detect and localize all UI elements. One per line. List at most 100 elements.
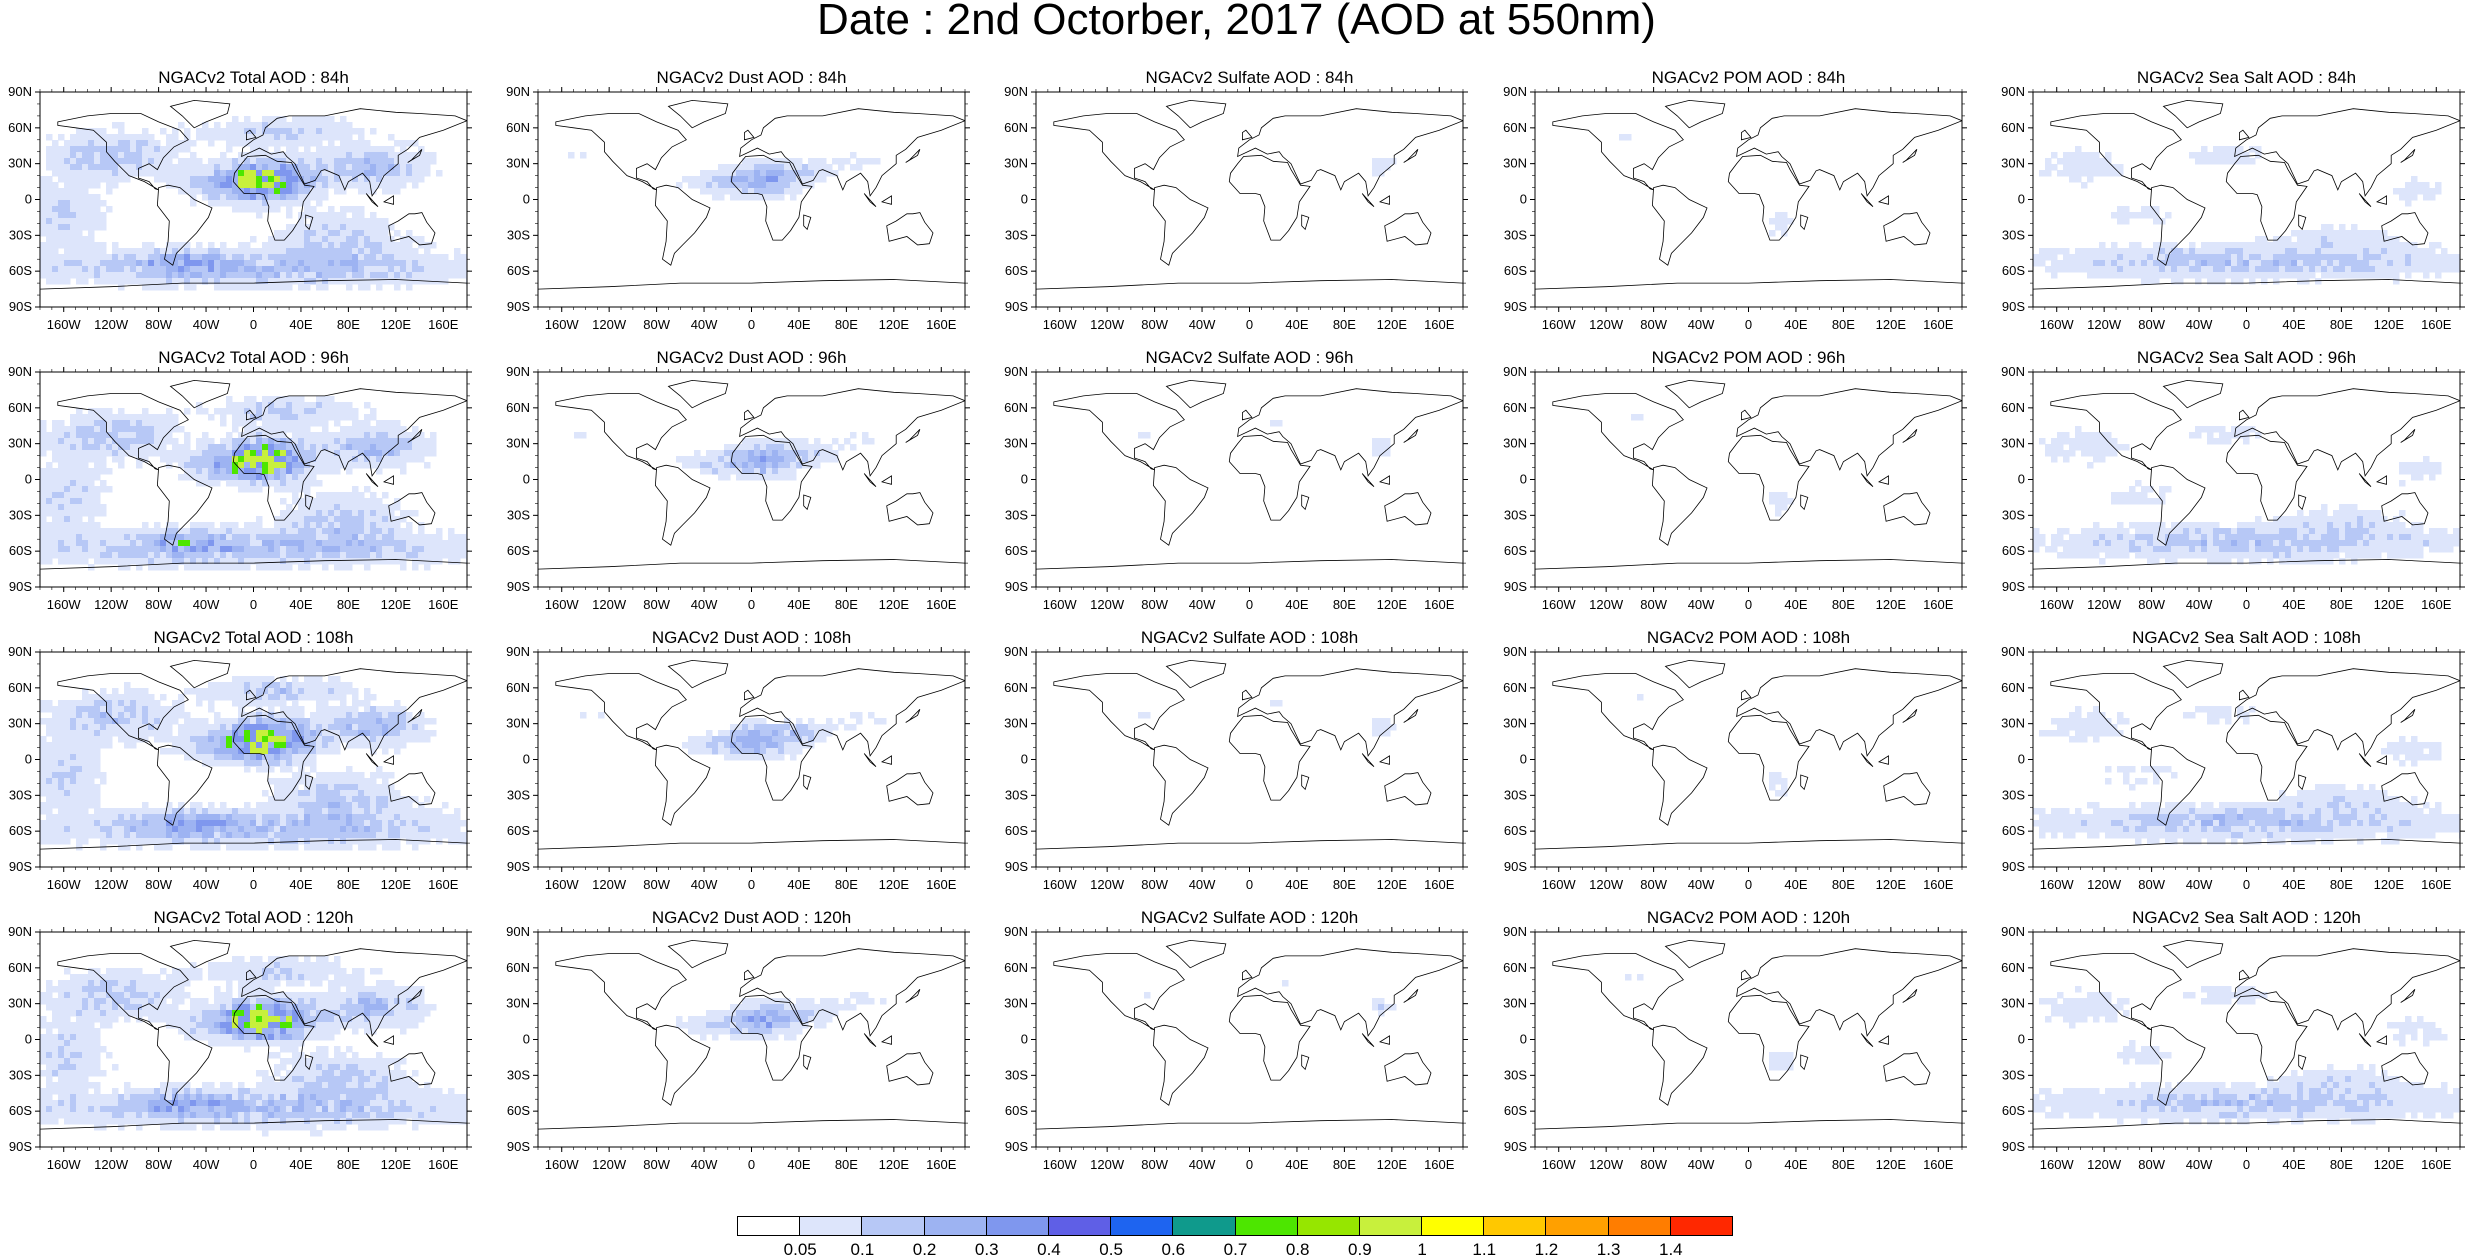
lat-tick-label: 90N: [506, 84, 530, 99]
lon-tick-label: 80W: [1640, 317, 1667, 332]
world-map: 90N 60N 30N 0 30S 60S 90S 160W 120W 80W 40W 0 40E 80E…: [1004, 644, 1468, 892]
coastlines: [2033, 379, 2460, 570]
lat-tick-label: 60N: [8, 680, 32, 695]
lat-tick-label: 30S: [2002, 507, 2025, 522]
lon-tick-label: 80E: [1333, 877, 1356, 892]
colorbar-swatch: [1545, 1216, 1609, 1236]
aerosol-field: [2033, 986, 2460, 1125]
lon-tick-label: 80W: [2138, 1157, 2165, 1172]
lat-tick-label: 30S: [1005, 787, 1028, 802]
map-background: [1036, 932, 1463, 1147]
lat-tick-label: 30S: [507, 227, 530, 242]
panel-title: NGACv2 Sulfate AOD : 120h: [1140, 908, 1359, 927]
lat-tick-label: 0: [1520, 192, 1527, 207]
lon-tick-label: 40E: [289, 877, 312, 892]
colorbar-swatch: [1047, 1216, 1112, 1236]
lon-tick-label: 40E: [1285, 1157, 1308, 1172]
lon-tick-label: 120W: [1589, 317, 1624, 332]
lat-tick-label: 90S: [9, 859, 32, 874]
lat-tick-label: 90N: [8, 84, 32, 99]
lat-tick-label: 90S: [1005, 859, 1028, 874]
lat-tick-label: 30N: [1503, 996, 1527, 1011]
lon-tick-label: 120E: [879, 877, 910, 892]
lon-tick-label: 80E: [1832, 877, 1855, 892]
lat-tick-label: 60N: [506, 680, 530, 695]
lon-tick-label: 120W: [592, 877, 627, 892]
lat-tick-label: 90N: [1503, 644, 1527, 659]
lon-tick-label: 80W: [643, 1157, 670, 1172]
lat-tick-label: 0: [1520, 752, 1527, 767]
lat-tick-label: 60N: [1503, 120, 1527, 135]
lon-tick-label: 0: [1246, 597, 1253, 612]
panel-title: NGACv2 Total AOD : 108h: [153, 628, 354, 647]
lat-tick-label: 30N: [2001, 716, 2025, 731]
lat-tick-label: 90S: [9, 579, 32, 594]
lat-tick-label: 60N: [1503, 960, 1527, 975]
lon-tick-label: 80W: [145, 877, 172, 892]
lon-tick-label: 80E: [835, 317, 858, 332]
lon-tick-label: 160E: [926, 597, 957, 612]
aerosol-field: [580, 712, 887, 761]
world-map: 90N 60N 30N 0 30S 60S 90S 160W 120W 80W 40W 0 40E 80E…: [506, 84, 970, 332]
lon-tick-label: 0: [1745, 597, 1752, 612]
lat-tick-label: 60S: [1005, 543, 1028, 558]
lat-tick-label: 60N: [2001, 400, 2025, 415]
lat-tick-label: 60S: [507, 263, 530, 278]
lon-tick-label: 40W: [193, 317, 220, 332]
colorbar-label: 1.1: [1472, 1240, 1497, 1259]
lon-tick-label: 120E: [879, 1157, 910, 1172]
panel-title: NGACv2 Dust AOD : 108h: [651, 628, 852, 647]
map-background: [1535, 92, 1962, 307]
lon-tick-label: 160W: [2040, 1157, 2075, 1172]
lon-tick-label: 80W: [643, 597, 670, 612]
lat-tick-label: 60S: [2002, 1103, 2025, 1118]
world-map: 90N 60N 30N 0 30S 60S 90S 160W 120W 80W 40W 0 40E 80E…: [1004, 84, 1468, 332]
lon-tick-label: 0: [1745, 317, 1752, 332]
lon-tick-label: 0: [2243, 877, 2250, 892]
colorbar-swatch: [1669, 1216, 1733, 1236]
lat-tick-label: 90S: [2002, 1139, 2025, 1154]
coastlines: [1535, 379, 1962, 570]
lat-tick-label: 0: [2018, 1032, 2025, 1047]
lat-tick-label: 30S: [2002, 787, 2025, 802]
panel-title: NGACv2 Sea Salt AOD : 120h: [2132, 908, 2361, 927]
lon-tick-label: 160E: [428, 1157, 459, 1172]
colorbar-label: 0.6: [1161, 1240, 1186, 1259]
map-background: [1535, 932, 1962, 1147]
lon-tick-label: 40E: [2282, 1157, 2305, 1172]
coastlines: [40, 99, 467, 290]
coastlines: [40, 659, 467, 850]
lat-tick-label: 30S: [1504, 1067, 1527, 1082]
lat-tick-label: 0: [25, 472, 32, 487]
colorbar-label: 1: [1417, 1240, 1427, 1259]
map-panel: NGACv2 Dust AOD : 120h 90N 60N 30N 0 30S 60S 90…: [498, 908, 1005, 1193]
lon-tick-label: 160W: [2040, 317, 2075, 332]
lat-tick-label: 90S: [1504, 1139, 1527, 1154]
colorbar-swatch: [1607, 1216, 1671, 1236]
lon-tick-label: 80E: [2330, 877, 2353, 892]
aerosol-field: [2033, 146, 2460, 285]
lon-tick-label: 160E: [1923, 317, 1954, 332]
map-panel: NGACv2 Total AOD : 96h 90N 60N 30N 0 30S 60S 90…: [0, 348, 507, 633]
map-panel: NGACv2 POM AOD : 96h 90N 60N 30N 0 30S 60S 90S 1…: [1495, 348, 2002, 633]
lon-tick-label: 80W: [1141, 317, 1168, 332]
lon-tick-label: 160E: [2421, 317, 2452, 332]
lat-tick-label: 0: [523, 472, 530, 487]
lat-tick-label: 60N: [506, 960, 530, 975]
coastlines: [538, 99, 965, 290]
panel-title: NGACv2 Total AOD : 96h: [158, 348, 349, 367]
lon-tick-label: 40W: [2186, 597, 2213, 612]
map-panel: NGACv2 Dust AOD : 96h 90N 60N 30N 0 30S 60S 90S…: [498, 348, 1005, 633]
lon-tick-label: 0: [1246, 877, 1253, 892]
lat-tick-label: 60S: [1005, 263, 1028, 278]
lon-tick-label: 80E: [337, 877, 360, 892]
colorbar-swatch: [1483, 1216, 1547, 1236]
colorbar-label: 0.4: [1037, 1240, 1061, 1259]
lat-tick-label: 90N: [8, 644, 32, 659]
lon-tick-label: 120E: [1377, 597, 1408, 612]
lat-tick-label: 0: [1520, 1032, 1527, 1047]
lat-tick-label: 0: [25, 752, 32, 767]
world-map: 90N 60N 30N 0 30S 60S 90S 160W 120W 80W 40W 0 40E 80E…: [506, 924, 970, 1172]
colorbar-swatch: [1358, 1216, 1423, 1236]
lat-tick-label: 0: [1021, 752, 1028, 767]
